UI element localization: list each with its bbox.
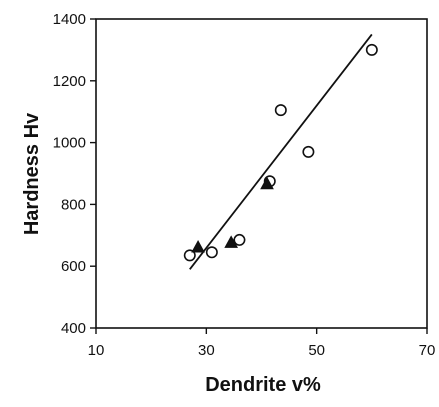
filled-triangle-point bbox=[191, 240, 205, 253]
open-circle-point bbox=[183, 249, 196, 262]
y-tick-label: 800 bbox=[61, 196, 86, 213]
y-tick-label: 1400 bbox=[53, 11, 86, 28]
x-axis-title: Dendrite v% bbox=[205, 374, 321, 396]
trendline bbox=[189, 33, 373, 270]
x-axis-ticks: 10 30 50 70 bbox=[88, 328, 436, 359]
open-circle-point bbox=[233, 233, 246, 246]
y-tick-label: 1000 bbox=[53, 135, 86, 152]
open-circle-point bbox=[365, 43, 378, 56]
filled-triangle-point bbox=[224, 235, 239, 248]
data-points bbox=[183, 43, 378, 262]
plot-border bbox=[95, 18, 428, 329]
x-tick-label: 70 bbox=[419, 342, 436, 359]
filled-triangle-point bbox=[260, 176, 274, 190]
y-axis-title: Hardness Hv bbox=[21, 112, 43, 235]
x-tick-label: 10 bbox=[88, 342, 105, 359]
trendline-group bbox=[189, 33, 373, 270]
y-tick-label: 1200 bbox=[53, 73, 86, 90]
y-axis-ticks: 400 600 800 1000 1200 1400 bbox=[53, 11, 96, 337]
x-tick-label: 30 bbox=[198, 342, 215, 359]
open-circle-point bbox=[302, 145, 315, 158]
open-circle-point bbox=[205, 246, 218, 259]
y-tick-label: 600 bbox=[61, 258, 86, 275]
y-tick-label: 400 bbox=[61, 320, 86, 337]
plot-area-frame bbox=[95, 18, 428, 329]
x-tick-label: 50 bbox=[308, 342, 325, 359]
open-circle-point bbox=[274, 104, 287, 117]
